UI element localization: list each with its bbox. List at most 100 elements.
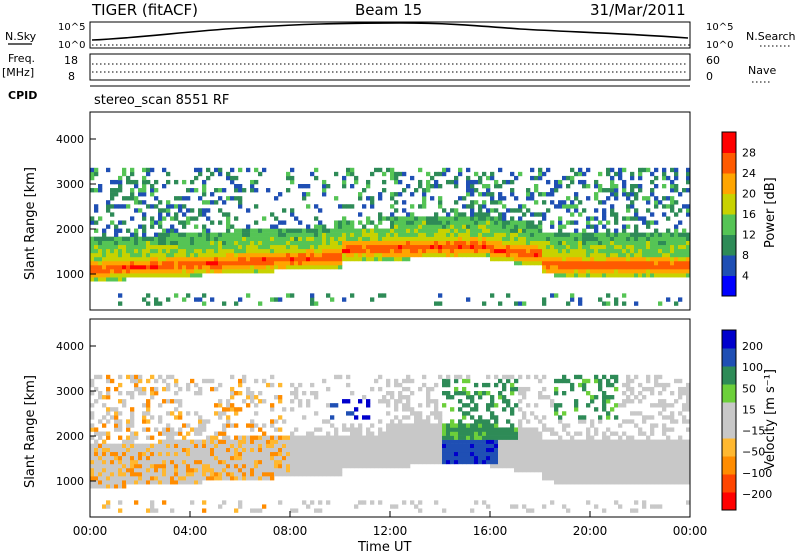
power-cell [558, 204, 563, 209]
velocity-cell [202, 476, 207, 481]
velocity-cell [562, 451, 567, 457]
power-cell [102, 244, 107, 250]
power-cell [346, 248, 351, 254]
power-cell [618, 252, 623, 258]
velocity-cell [478, 459, 483, 465]
velocity-cell [638, 443, 643, 448]
power-cell [150, 252, 155, 258]
power-cell [610, 188, 615, 193]
velocity-cell [482, 382, 487, 388]
power-cell [274, 252, 279, 258]
power-cell [410, 220, 415, 225]
velocity-cell [110, 415, 115, 420]
power-cell [530, 167, 535, 173]
velocity-cell [310, 472, 315, 477]
power-cell [662, 265, 667, 270]
velocity-cell [650, 423, 655, 428]
velocity-cell [270, 403, 275, 408]
velocity-cell [290, 382, 295, 388]
velocity-cell [362, 455, 367, 461]
velocity-cell [654, 403, 659, 408]
velocity-cell [394, 403, 399, 408]
velocity-cell [682, 415, 687, 420]
velocity-cell [434, 439, 439, 444]
power-cell [470, 208, 475, 213]
velocity-cell [462, 411, 467, 416]
velocity-cell [222, 435, 227, 440]
velocity-cell [474, 451, 479, 457]
velocity-cell [146, 451, 151, 457]
power-cell [238, 256, 243, 262]
velocity-cell [202, 447, 207, 453]
velocity-cell [486, 382, 491, 388]
power-cell [190, 208, 195, 213]
velocity-cell [522, 427, 527, 432]
velocity-cell [594, 374, 599, 380]
velocity-cell [626, 472, 631, 477]
velocity-cell [410, 391, 415, 396]
velocity-cell [250, 395, 255, 400]
power-cell [566, 184, 571, 189]
power-cell [438, 236, 443, 241]
velocity-cell [514, 467, 519, 473]
velocity-cell [426, 386, 431, 392]
velocity-cell [486, 435, 491, 440]
velocity-cell [678, 443, 683, 448]
velocity-cell [150, 472, 155, 477]
velocity-cell [290, 447, 295, 453]
velocity-cell [362, 415, 367, 420]
power-cell [238, 232, 243, 237]
power-cell [382, 228, 387, 233]
velocity-cell [674, 476, 679, 481]
power-cell [546, 240, 551, 246]
power-cell [670, 184, 675, 189]
velocity-cell [506, 427, 511, 432]
power-cell [234, 260, 239, 266]
velocity-cell [662, 423, 667, 428]
velocity-cell [162, 443, 167, 448]
velocity-cell [210, 476, 215, 481]
velocity-cell [166, 423, 171, 428]
power-cell [622, 216, 627, 221]
velocity-cell [166, 431, 171, 436]
velocity-cell [486, 427, 491, 432]
power-cell [598, 297, 603, 302]
velocity-cell [454, 451, 459, 457]
power-cell [250, 240, 255, 246]
velocity-cell [514, 427, 519, 432]
power-cell [114, 260, 119, 266]
power-cell [126, 265, 131, 270]
power-cell [582, 265, 587, 270]
power-cell [178, 252, 183, 258]
power-cell [174, 293, 179, 298]
power-cell [158, 301, 163, 306]
power-cell [306, 240, 311, 246]
velocity-cell [598, 386, 603, 392]
power-cell [398, 216, 403, 221]
velocity-cell [114, 419, 119, 424]
velocity-cell [566, 459, 571, 465]
velocity-cell [474, 382, 479, 388]
velocity-cell [554, 451, 559, 457]
power-cell [602, 265, 607, 270]
velocity-cell [390, 504, 395, 509]
power-cell [546, 167, 551, 173]
power-cell [202, 228, 207, 233]
velocity-cell [198, 427, 203, 432]
power-cell [282, 220, 287, 225]
power-cell [638, 273, 643, 278]
velocity-cell [154, 386, 159, 392]
power-cell [290, 256, 295, 262]
velocity-cell [502, 435, 507, 440]
velocity-cell [378, 374, 383, 380]
power-cell [590, 240, 595, 246]
velocity-cell [334, 459, 339, 465]
velocity-cell [302, 472, 307, 477]
velocity-cell [230, 472, 235, 477]
power-cell [498, 252, 503, 258]
power-cell [654, 232, 659, 237]
power-cell [322, 184, 327, 189]
velocity-cell [398, 447, 403, 453]
power-cell [514, 240, 519, 246]
velocity-cell [678, 476, 683, 481]
